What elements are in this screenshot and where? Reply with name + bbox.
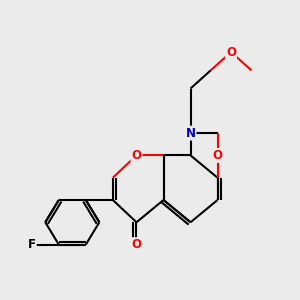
Text: O: O	[131, 238, 142, 251]
Text: O: O	[131, 149, 142, 162]
Text: O: O	[213, 149, 223, 162]
Text: N: N	[185, 127, 196, 140]
Text: F: F	[28, 238, 36, 251]
Text: O: O	[226, 46, 236, 59]
